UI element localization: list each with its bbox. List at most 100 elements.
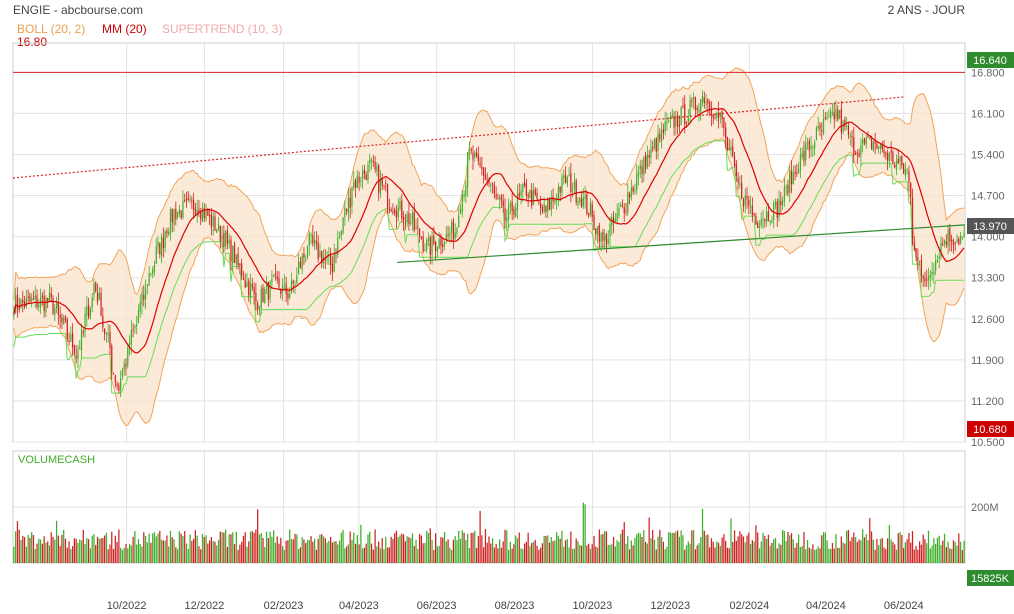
volume-bar — [527, 532, 529, 563]
candle-body — [274, 272, 277, 275]
candle-body — [609, 224, 611, 237]
volume-bar — [580, 545, 583, 563]
candle-body — [301, 255, 303, 270]
candle-body — [696, 107, 698, 111]
candle-body — [915, 248, 917, 258]
candle-body — [77, 350, 79, 360]
volume-bar — [258, 534, 261, 563]
candle-body — [150, 273, 152, 275]
candle-body — [506, 217, 508, 222]
volume-bar — [474, 530, 476, 563]
candle-body — [888, 152, 890, 162]
candle-body — [194, 208, 197, 216]
volume-bar — [741, 534, 743, 563]
volume-bar — [144, 535, 147, 563]
volume-bar — [555, 532, 558, 563]
candle-body — [420, 236, 423, 239]
volume-bar — [676, 530, 679, 563]
volume-bar — [390, 536, 392, 563]
candle-body — [406, 214, 408, 223]
volume-bar — [523, 543, 526, 563]
candle-body — [812, 146, 814, 148]
candle-body — [55, 302, 58, 309]
volume-bar — [235, 531, 237, 563]
candle-body — [386, 183, 389, 209]
candle-body — [547, 198, 549, 212]
candle-body — [878, 146, 880, 149]
candle-body — [789, 170, 791, 193]
candle-body — [486, 180, 488, 182]
candle-body — [618, 207, 620, 216]
candle-body — [929, 274, 931, 279]
candle-body — [685, 122, 688, 124]
volume-bar — [420, 535, 423, 563]
candle-body — [169, 209, 172, 235]
volume-bar — [714, 547, 716, 563]
volume-bar — [75, 538, 77, 563]
candle-body — [689, 100, 691, 117]
x-tick-label: 06/2023 — [417, 600, 457, 612]
volume-bar — [15, 531, 17, 563]
legend-mm[interactable]: MM (20) — [102, 22, 147, 36]
candle-body — [120, 378, 122, 390]
volume-bar — [669, 532, 672, 563]
volume-bar — [522, 549, 524, 563]
volume-bar — [902, 548, 905, 563]
candle-body — [776, 201, 778, 219]
volume-bar — [31, 532, 33, 563]
volume-bar — [933, 537, 935, 563]
candle-body — [102, 315, 104, 328]
volume-bar — [221, 532, 223, 563]
y-tick-label: 16.100 — [971, 108, 1005, 120]
candle-body — [192, 200, 195, 211]
volume-bar — [790, 533, 793, 563]
candle-body — [141, 292, 143, 305]
candle-body — [401, 200, 403, 219]
volume-bar — [160, 539, 163, 563]
period-label[interactable]: 2 ANS - JOUR — [887, 3, 965, 17]
trendline-support[interactable] — [397, 224, 966, 264]
candle-body — [443, 242, 446, 246]
candle-body — [794, 171, 796, 174]
candle-body — [168, 231, 170, 235]
volume-bar — [395, 530, 398, 563]
volume-bar — [821, 535, 823, 563]
volume-bar — [781, 529, 784, 563]
candle-body — [209, 214, 211, 217]
volume-bar — [812, 544, 814, 563]
candle-body — [764, 218, 766, 222]
candle-body — [96, 292, 99, 302]
candle-body — [411, 212, 414, 222]
candle-body — [31, 298, 33, 301]
candle-body — [257, 303, 259, 310]
volume-bar — [666, 546, 668, 563]
volume-bar — [198, 546, 200, 563]
candle-body — [607, 238, 609, 244]
volume-bar — [664, 549, 666, 563]
candle-body — [785, 186, 787, 188]
candle-body — [128, 343, 131, 346]
volume-bar — [239, 544, 241, 563]
volume-bar — [826, 540, 828, 563]
candle-body — [616, 213, 618, 221]
legend-boll[interactable]: BOLL (20, 2) — [17, 22, 86, 36]
candle-body — [474, 152, 476, 158]
volume-bar — [568, 547, 570, 563]
volume-bar — [579, 544, 581, 563]
candle-body — [940, 242, 942, 258]
legend-supertrend[interactable]: SUPERTREND (10, 3) — [162, 22, 283, 36]
candle-body — [511, 201, 513, 211]
volume-bar — [703, 530, 705, 563]
candle-body — [593, 215, 595, 231]
bollinger-upper-line — [13, 67, 965, 301]
candle-body — [84, 314, 86, 332]
volume-bar — [627, 536, 629, 563]
candle-body — [262, 287, 264, 302]
volume-bar — [269, 531, 271, 563]
trendline-resistance[interactable] — [12, 96, 904, 179]
candle-body — [472, 152, 474, 160]
volume-bar — [605, 531, 608, 563]
volume-bar — [865, 534, 867, 563]
volume-bar — [415, 539, 417, 563]
candle-body — [463, 194, 465, 197]
